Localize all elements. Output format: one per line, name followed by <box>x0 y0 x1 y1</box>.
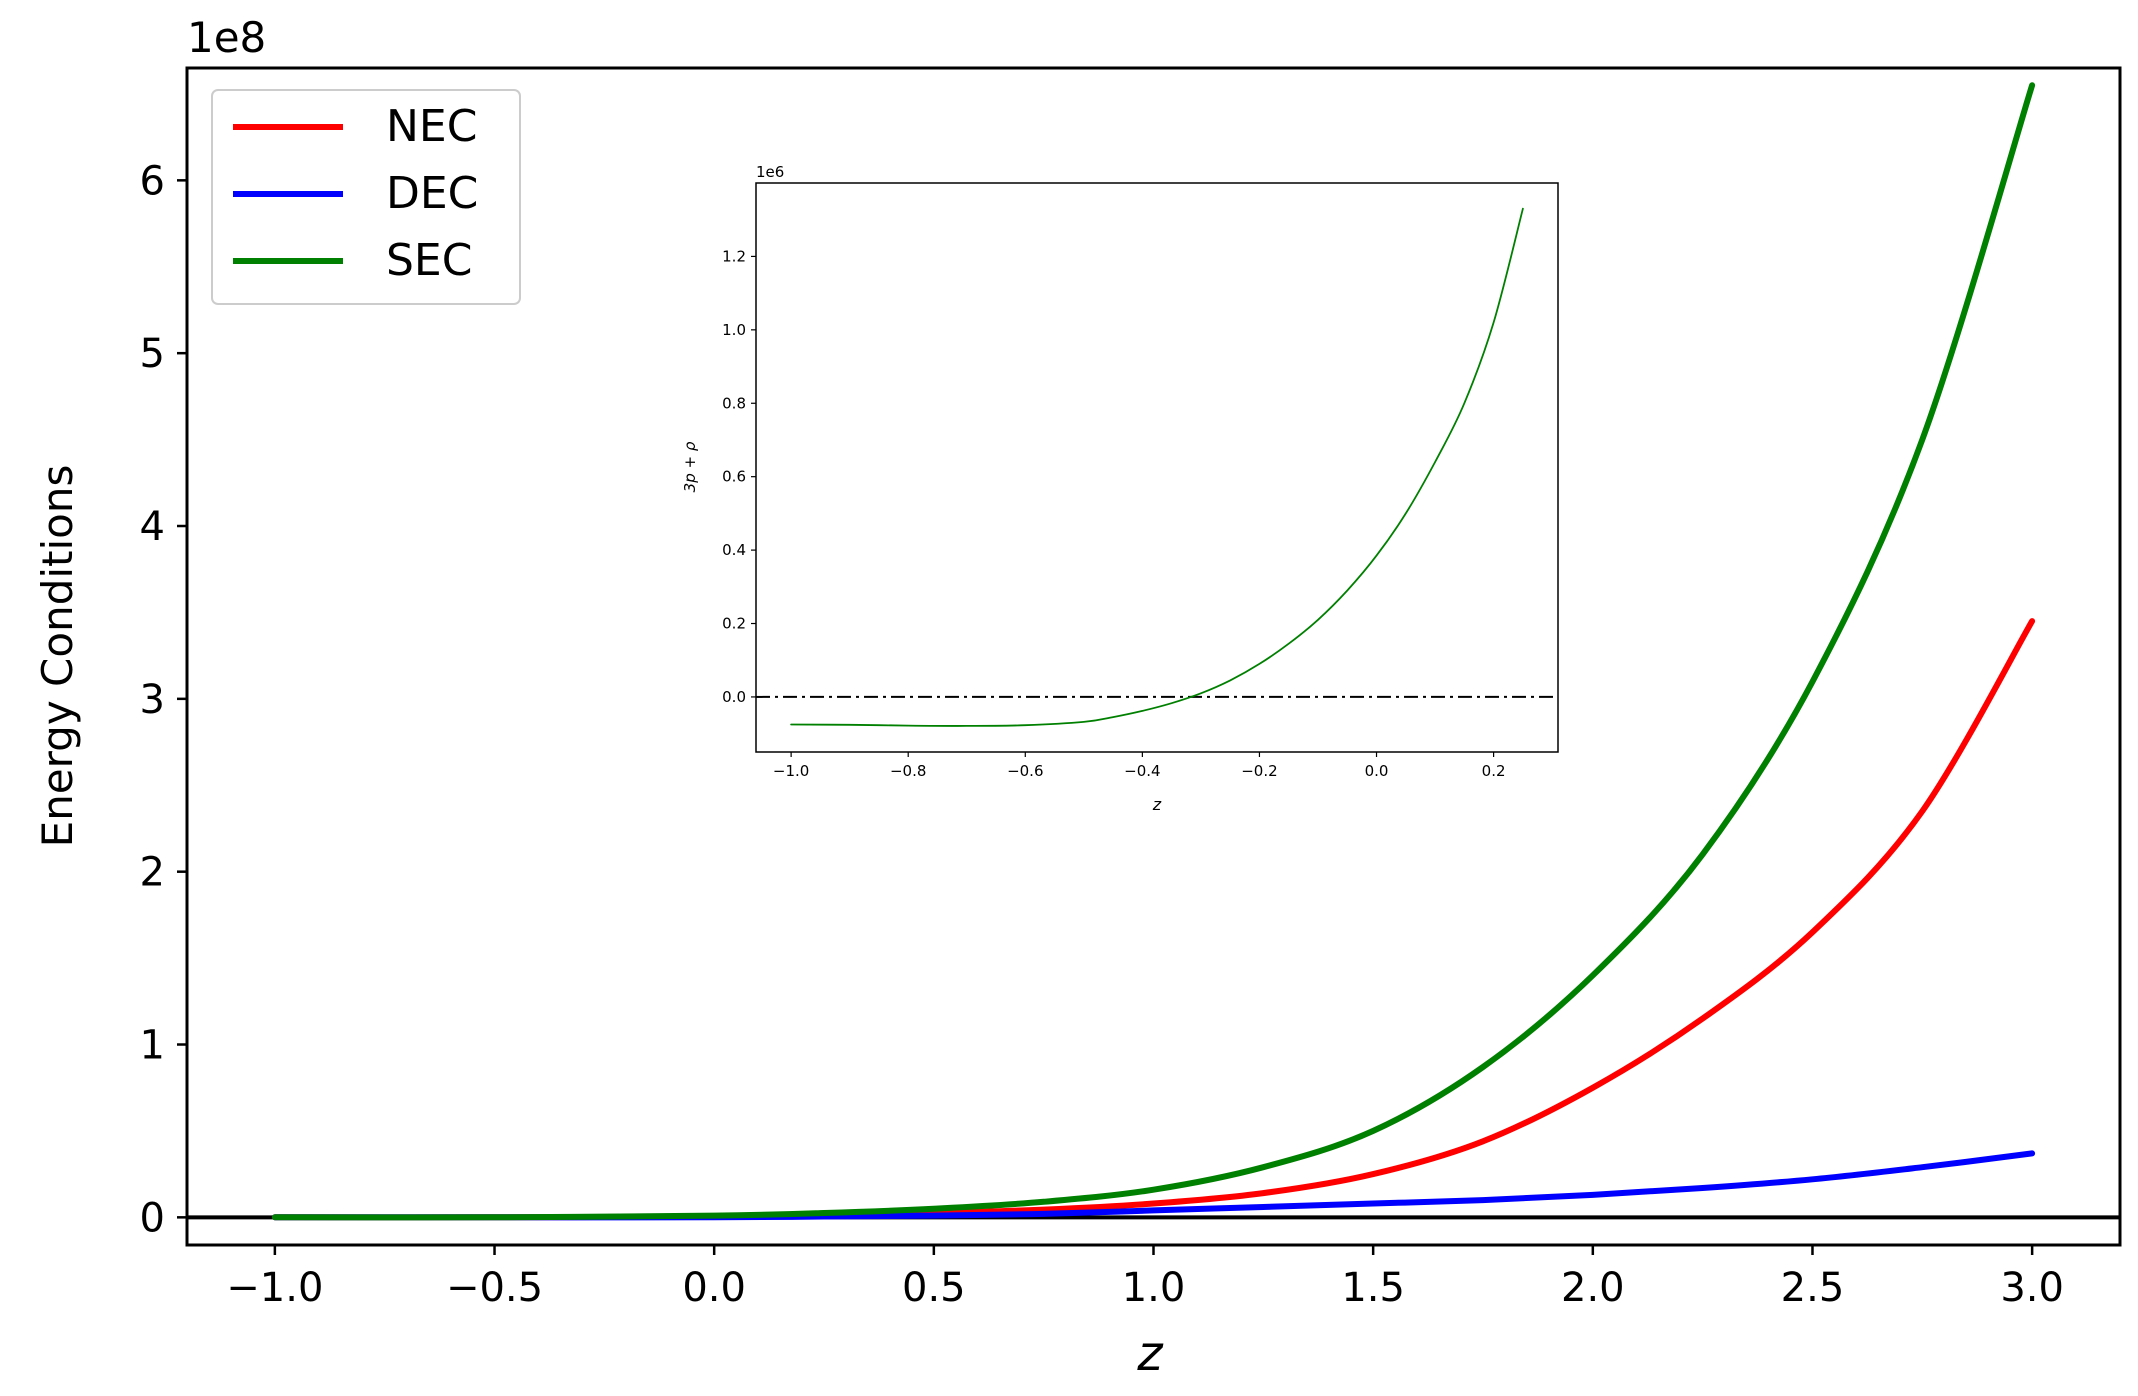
main-series-layer <box>187 82 2120 1221</box>
legend-label-sec: SEC <box>386 235 472 286</box>
inset-y-tick-label: 1.2 <box>722 247 746 265</box>
inset-x-axis-label: z <box>1152 795 1162 814</box>
inset-x-tick-label: −0.2 <box>1241 762 1277 780</box>
inset-x-tick-label: 0.2 <box>1482 762 1506 780</box>
main-x-tick-label: −1.0 <box>226 1265 323 1311</box>
main-y-tick-label: 1 <box>140 1023 165 1069</box>
main-y-axis-label: Energy Conditions <box>33 465 82 848</box>
legend: NEC DEC SEC <box>211 89 521 305</box>
main-x-tick-label: 2.5 <box>1781 1265 1845 1311</box>
main-y-tick-label: 2 <box>140 850 165 896</box>
main-x-axis-label: z <box>1136 1326 1164 1382</box>
inset-x-tick-label: −0.8 <box>890 762 926 780</box>
main-x-tick-label: 3.0 <box>2000 1265 2064 1311</box>
main-x-tick-label: 1.5 <box>1341 1265 1405 1311</box>
inset-y-tick-label: 0.6 <box>722 468 746 486</box>
main-y-tick-label: 0 <box>140 1195 165 1241</box>
inset-y-tick-label: 0.4 <box>722 541 746 559</box>
inset-x-tick-label: −1.0 <box>773 762 809 780</box>
main-y-tick-label: 3 <box>140 677 165 723</box>
legend-label-dec: DEC <box>386 168 478 219</box>
inset-y-tick-label: 0.2 <box>722 615 746 633</box>
main-x-tick-label: 2.0 <box>1561 1265 1625 1311</box>
main-x-tick-label: −0.5 <box>446 1265 543 1311</box>
inset-y-tick-label: 0.8 <box>722 394 746 412</box>
main-y-tick-label: 4 <box>140 504 165 550</box>
inset-y-tick-label: 1.0 <box>722 321 746 339</box>
main-y-offset-label: 1e8 <box>187 13 266 62</box>
inset-y-offset-label: 1e6 <box>756 163 784 181</box>
main-tick-layer: −1.0 −0.5 0.0 0.5 1.0 1.5 2.0 2.5 3.0 0 1 2 3 4 5 6 <box>140 158 2064 1311</box>
inset-y-axis-label: 3p + ρ <box>681 441 699 492</box>
main-dec-line <box>271 1150 2036 1221</box>
inset-y-tick-label: 0.0 <box>722 688 746 706</box>
main-y-tick-label: 5 <box>140 331 165 377</box>
inset-background <box>756 183 1558 752</box>
legend-label-nec: NEC <box>386 101 477 152</box>
inset-series-layer <box>756 207 1558 727</box>
inset-series-0-line <box>790 207 1524 727</box>
inset-plot-frame <box>755 182 1559 753</box>
inset-x-tick-label: −0.4 <box>1124 762 1160 780</box>
main-chart: 1e8 Energy Conditions z −1.0 −0.5 0.0 0.5 1.… <box>33 13 2122 1382</box>
main-sec-line <box>271 82 2036 1221</box>
main-x-tick-label: 0.0 <box>682 1265 746 1311</box>
main-x-tick-label: 0.5 <box>902 1265 966 1311</box>
legend-frame <box>211 89 521 305</box>
main-x-tick-label: 1.0 <box>1122 1265 1186 1311</box>
inset-x-tick-label: 0.0 <box>1365 762 1389 780</box>
inset-x-tick-label: −0.6 <box>1007 762 1043 780</box>
inset-chart: 1e6 3p + ρ z −1.0 −0.8 −0.6 −0.4 −0.2 0.0 0.2 0… <box>681 163 1559 814</box>
main-y-tick-label: 6 <box>140 158 165 204</box>
inset-tick-layer: −1.0 −0.8 −0.6 −0.4 −0.2 0.0 0.2 0.0 0.2 0.4 0.6 0.… <box>722 247 1505 780</box>
